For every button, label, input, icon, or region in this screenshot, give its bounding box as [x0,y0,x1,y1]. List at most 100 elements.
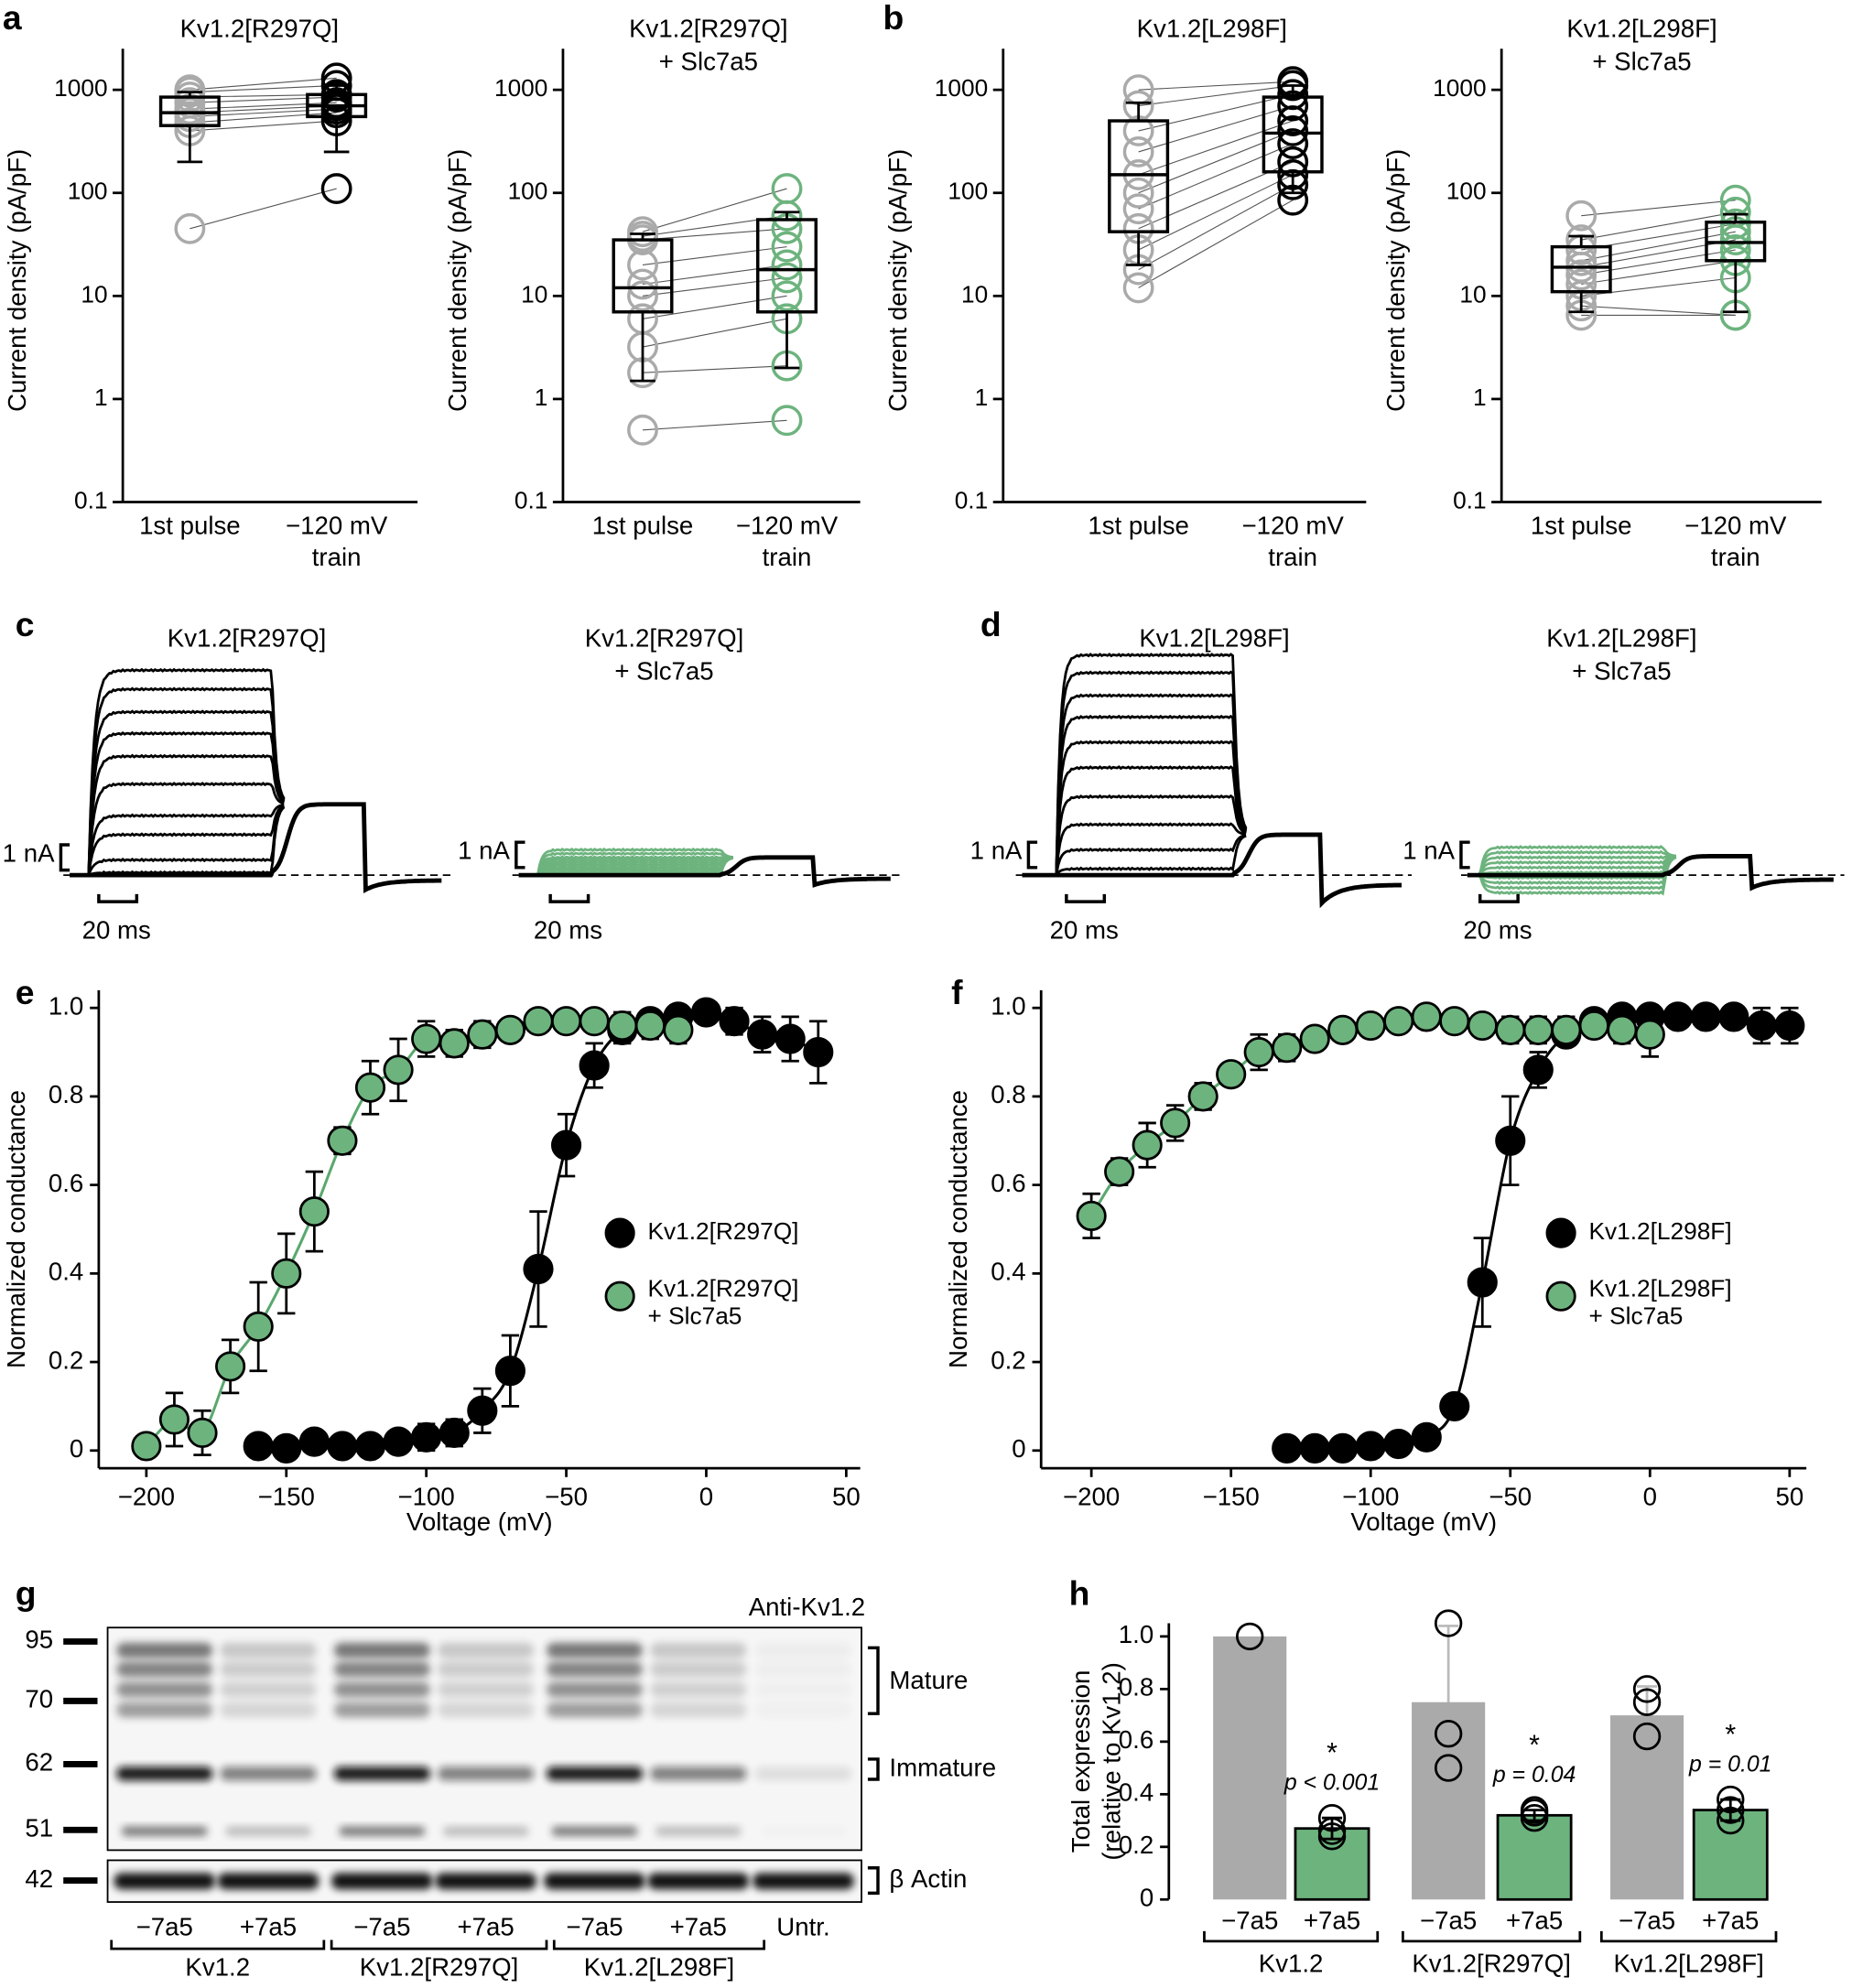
pair-line [1138,93,1294,132]
data-point [1236,1622,1264,1651]
y-tick-label: 1 [1473,384,1487,411]
current-trace [1467,855,1677,877]
x-tick-label: −7a5 [1420,1906,1477,1934]
x-tick-label: −50 [545,1483,588,1511]
current-trace [1467,855,1676,877]
panel-letter: d [980,605,1002,643]
band [333,1767,430,1781]
legend-label: + Slc7a5 [648,1302,742,1330]
data-point [494,1014,525,1045]
band [116,1642,213,1658]
pair-line [642,318,787,348]
bracket [867,1757,880,1781]
lane-label: +7a5 [240,1912,297,1940]
pair-line [190,112,337,124]
current-trace [518,847,733,877]
data-point [1187,1081,1218,1112]
panel-title: Kv1.2[L298F] [1546,623,1696,652]
data-point [1160,1107,1191,1139]
data-point [1299,1432,1330,1464]
data-point [1717,1806,1745,1835]
band [442,1826,529,1837]
data-point [1383,1428,1414,1460]
current-trace [1022,653,1248,877]
data-point [1122,74,1154,106]
x-tick-label: 1st pulse [1088,511,1189,539]
band [220,1702,317,1718]
data-point [627,216,658,248]
data-point [1439,1006,1470,1037]
band [339,1826,426,1837]
data-point [383,1054,414,1086]
band [220,1767,317,1781]
x-tick-label: −7a5 [1221,1906,1278,1934]
group-label: Kv1.2 [1259,1949,1324,1977]
data-point [1520,1796,1549,1824]
scale-label: 1 nA [970,837,1023,865]
current-trace [1022,740,1248,877]
current-trace [70,782,285,877]
y-tick-label: 1 [94,384,108,411]
pair-line [1581,239,1736,268]
data-point [298,1196,330,1227]
pair-line [190,108,337,117]
y-tick-label: 0.4 [991,1258,1025,1286]
x-tick-label: −150 [1203,1483,1260,1511]
current-trace [518,856,734,877]
panel-letter: g [16,1574,37,1613]
data-point [383,1426,414,1457]
pair-line [1138,174,1294,251]
data-point [1122,177,1154,209]
pair-line [190,188,337,230]
data-point [663,1014,694,1045]
pair-line [1581,249,1736,276]
band [435,1873,536,1890]
lane-label: +7a5 [458,1912,514,1940]
data-point [771,280,803,312]
marker-label: 62 [25,1748,53,1777]
band [655,1826,742,1837]
band [754,1642,851,1658]
x-tick-label: −200 [1063,1483,1120,1511]
band [551,1826,638,1837]
pair-line [1581,231,1736,262]
band [114,1873,215,1890]
band [333,1642,430,1658]
data-point [1690,1001,1721,1032]
x-tick-label: −150 [258,1483,315,1511]
data-point [1327,1014,1359,1045]
data-point [1578,1010,1609,1042]
data-point [1122,136,1154,167]
panel-title: + Slc7a5 [614,656,713,685]
current-trace [518,856,733,877]
x-tick-label: train [312,543,362,571]
y-tick-label: 0.2 [991,1345,1025,1374]
data-point [1104,1156,1135,1187]
current-trace [1467,856,1677,886]
band [220,1642,317,1658]
x-tick-label: −120 mV [1684,511,1787,539]
data-point [1272,1032,1303,1064]
scale-bar-time [548,893,590,903]
y-tick-label: 0 [1140,1884,1153,1912]
panel-letter: a [3,0,22,37]
pair-line [642,246,787,265]
y-axis-label: Normalized conductance [944,1090,972,1368]
data-point [1522,1014,1554,1045]
pair-line [190,120,337,132]
panel-title: + Slc7a5 [1592,47,1691,75]
data-point [271,1258,302,1289]
data-point [627,414,658,446]
scale-bar-current [1026,840,1038,870]
y-tick-label: 1000 [54,74,107,102]
current-trace [1022,765,1247,877]
data-point [467,1019,498,1050]
lane-label: −7a5 [353,1912,410,1940]
current-trace [518,856,733,877]
legend-label: Kv1.2[L298F] [1589,1274,1732,1302]
data-point [550,1006,582,1037]
y-tick-label: 1000 [1433,74,1486,102]
data-point [523,1253,554,1285]
y-tick-label: 100 [68,178,108,205]
band [225,1826,312,1837]
